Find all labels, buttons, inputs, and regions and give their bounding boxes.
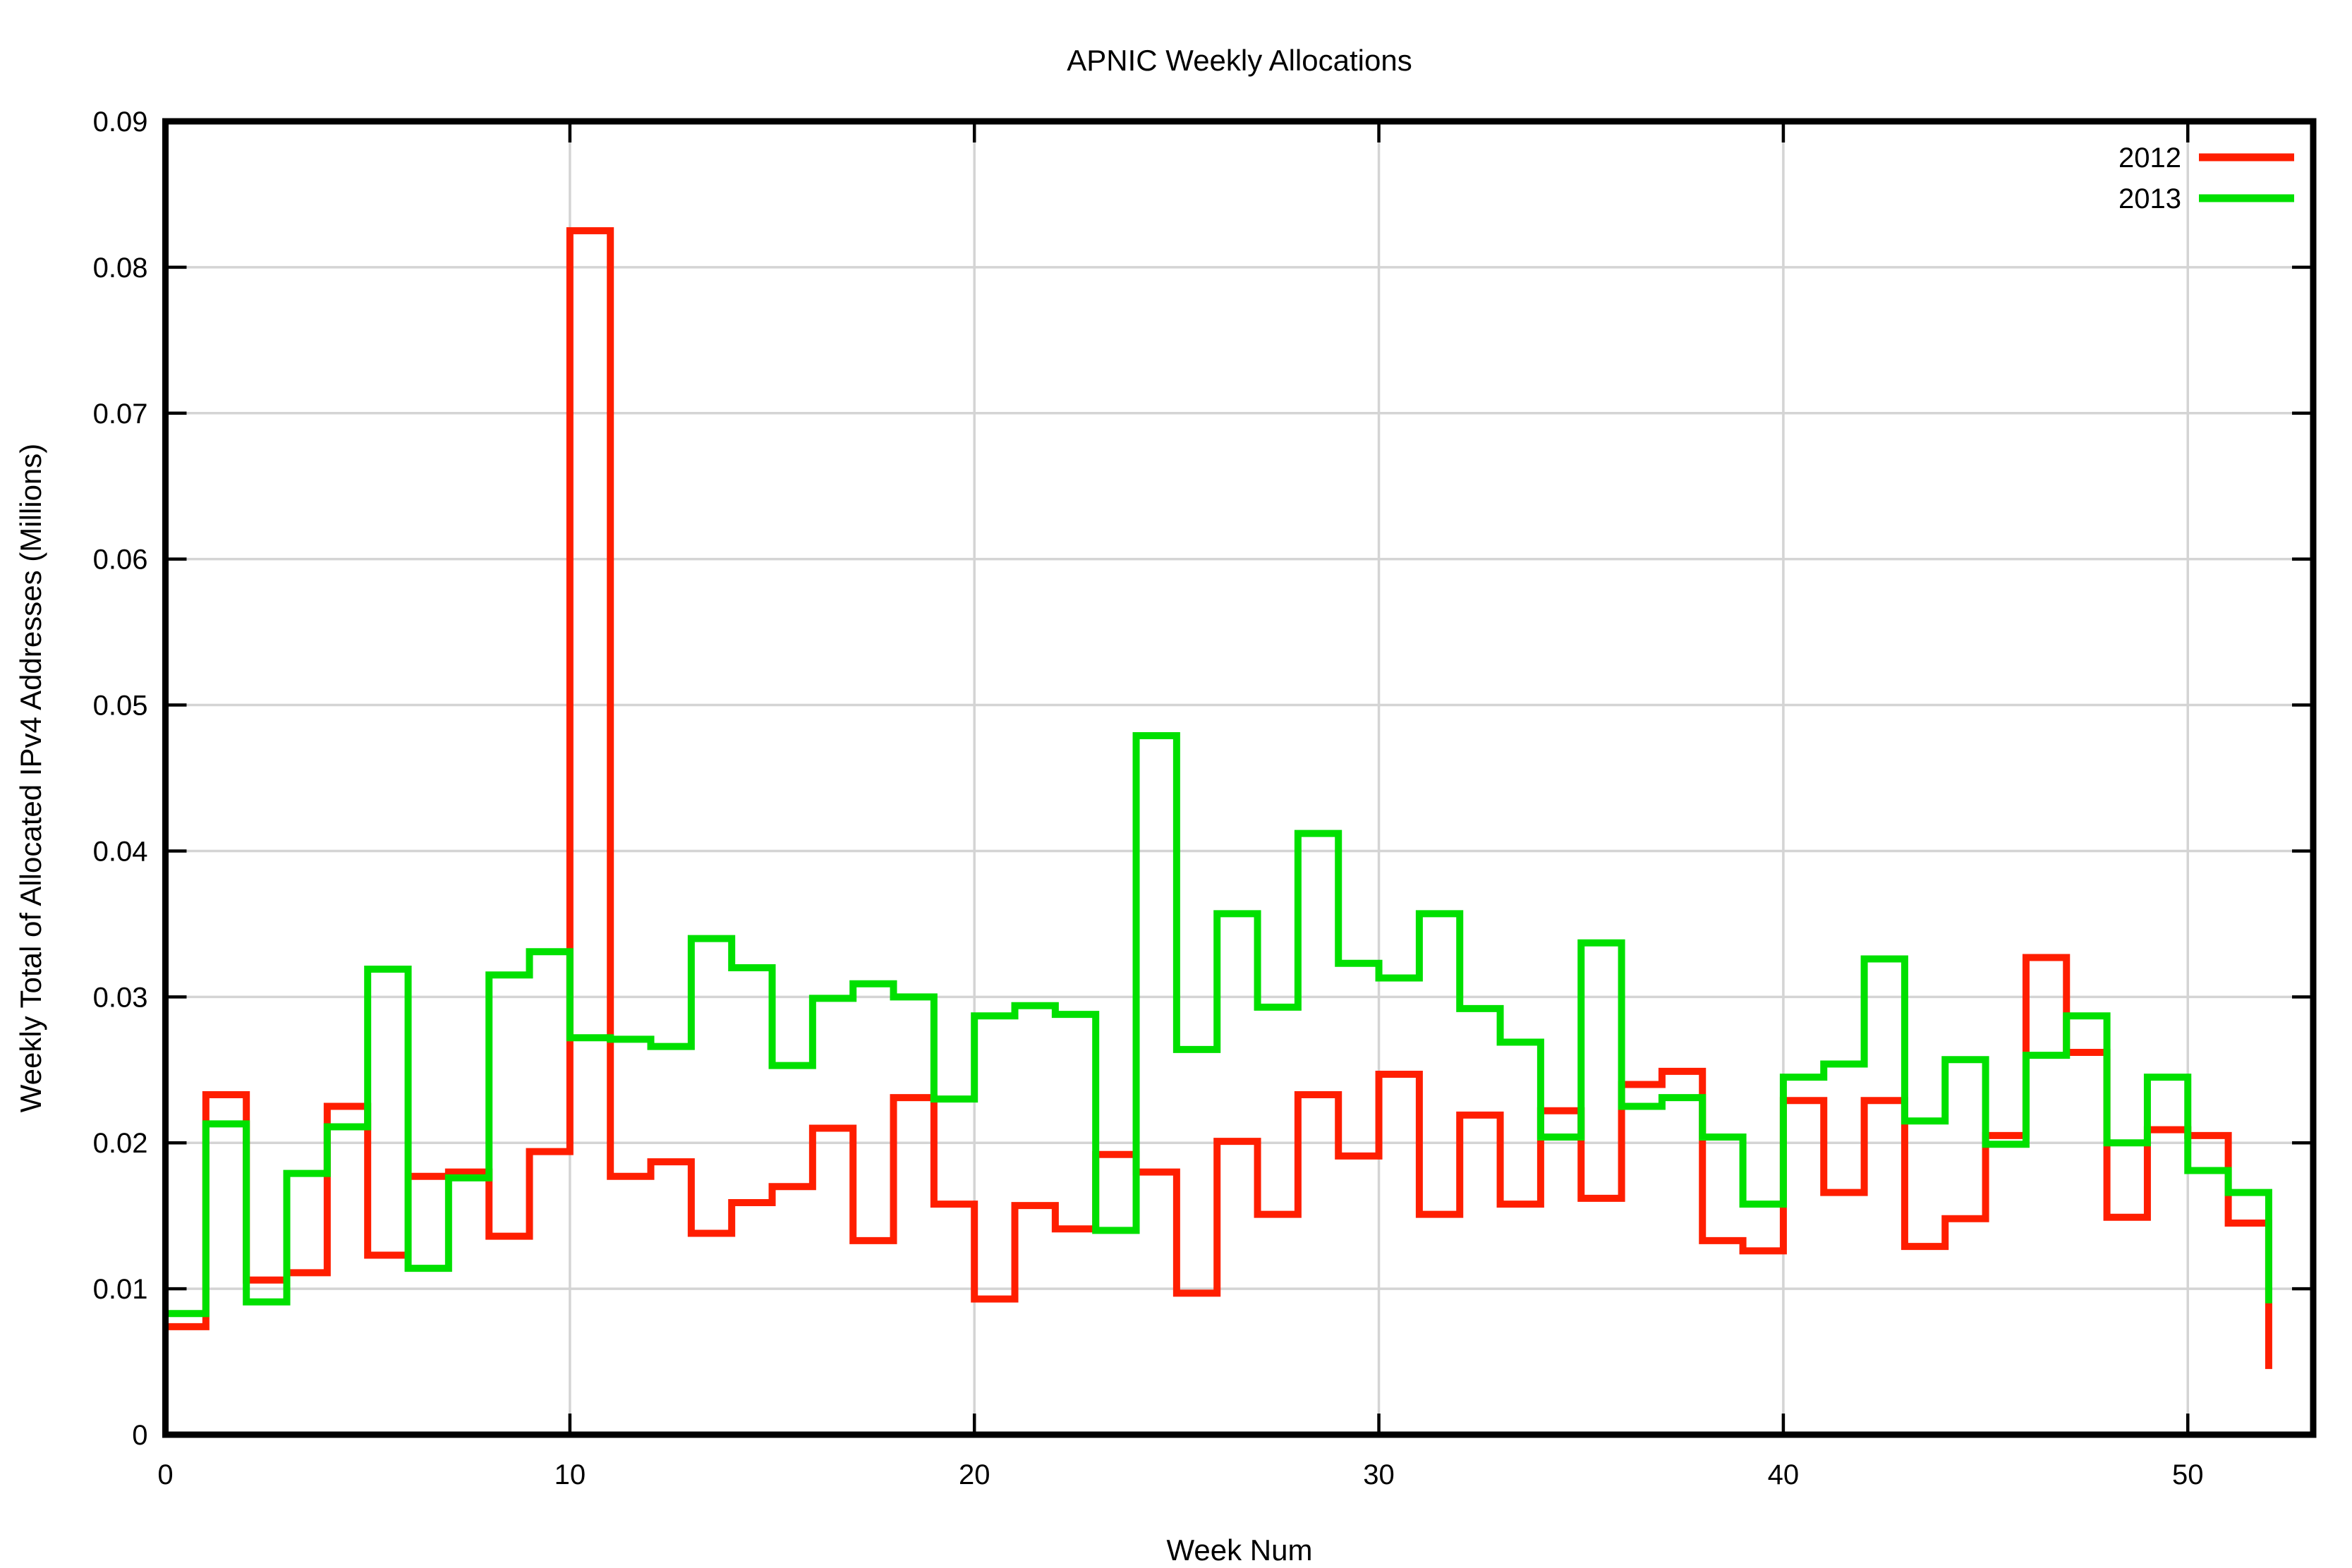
x-tick-labels: 0 10 20 30 40 50 — [157, 1459, 2203, 1490]
y-tick-label: 0 — [132, 1420, 147, 1451]
legend-label-2012: 2012 — [2118, 142, 2181, 174]
plot-border — [162, 118, 2317, 1438]
y-tick-label: 0.08 — [93, 253, 148, 284]
series-lines — [165, 227, 2272, 1369]
y-axis-label: Weekly Total of Allocated IPv4 Addresses… — [14, 444, 47, 1113]
y-tick-label: 0.05 — [93, 691, 148, 722]
y-tick-labels: 0 0.01 0.02 0.03 0.04 0.05 0.06 0.07 0.08 0.09 — [93, 107, 148, 1451]
legend-label-2013: 2013 — [2118, 183, 2181, 214]
x-tick-label: 0 — [157, 1459, 173, 1490]
x-tick-label: 10 — [554, 1459, 586, 1490]
y-tick-label: 0.01 — [93, 1274, 148, 1305]
y-tick-label: 0.04 — [93, 836, 148, 867]
y-tick-label: 0.06 — [93, 545, 148, 576]
y-tick-label: 0.02 — [93, 1128, 148, 1159]
x-tick-label: 50 — [2172, 1459, 2204, 1490]
y-tick-label: 0.09 — [93, 107, 148, 138]
x-tick-label: 40 — [1768, 1459, 1800, 1490]
x-tick-label: 20 — [959, 1459, 990, 1490]
chart-title: APNIC Weekly Allocations — [1067, 44, 1412, 77]
x-axis-label: Week Num — [1167, 1533, 1313, 1567]
y-tick-label: 0.03 — [93, 982, 148, 1013]
tick-marks — [164, 119, 2313, 1437]
legend: 2012 2013 — [2118, 142, 2294, 214]
x-tick-label: 30 — [1363, 1459, 1395, 1490]
y-tick-label: 0.07 — [93, 399, 148, 430]
